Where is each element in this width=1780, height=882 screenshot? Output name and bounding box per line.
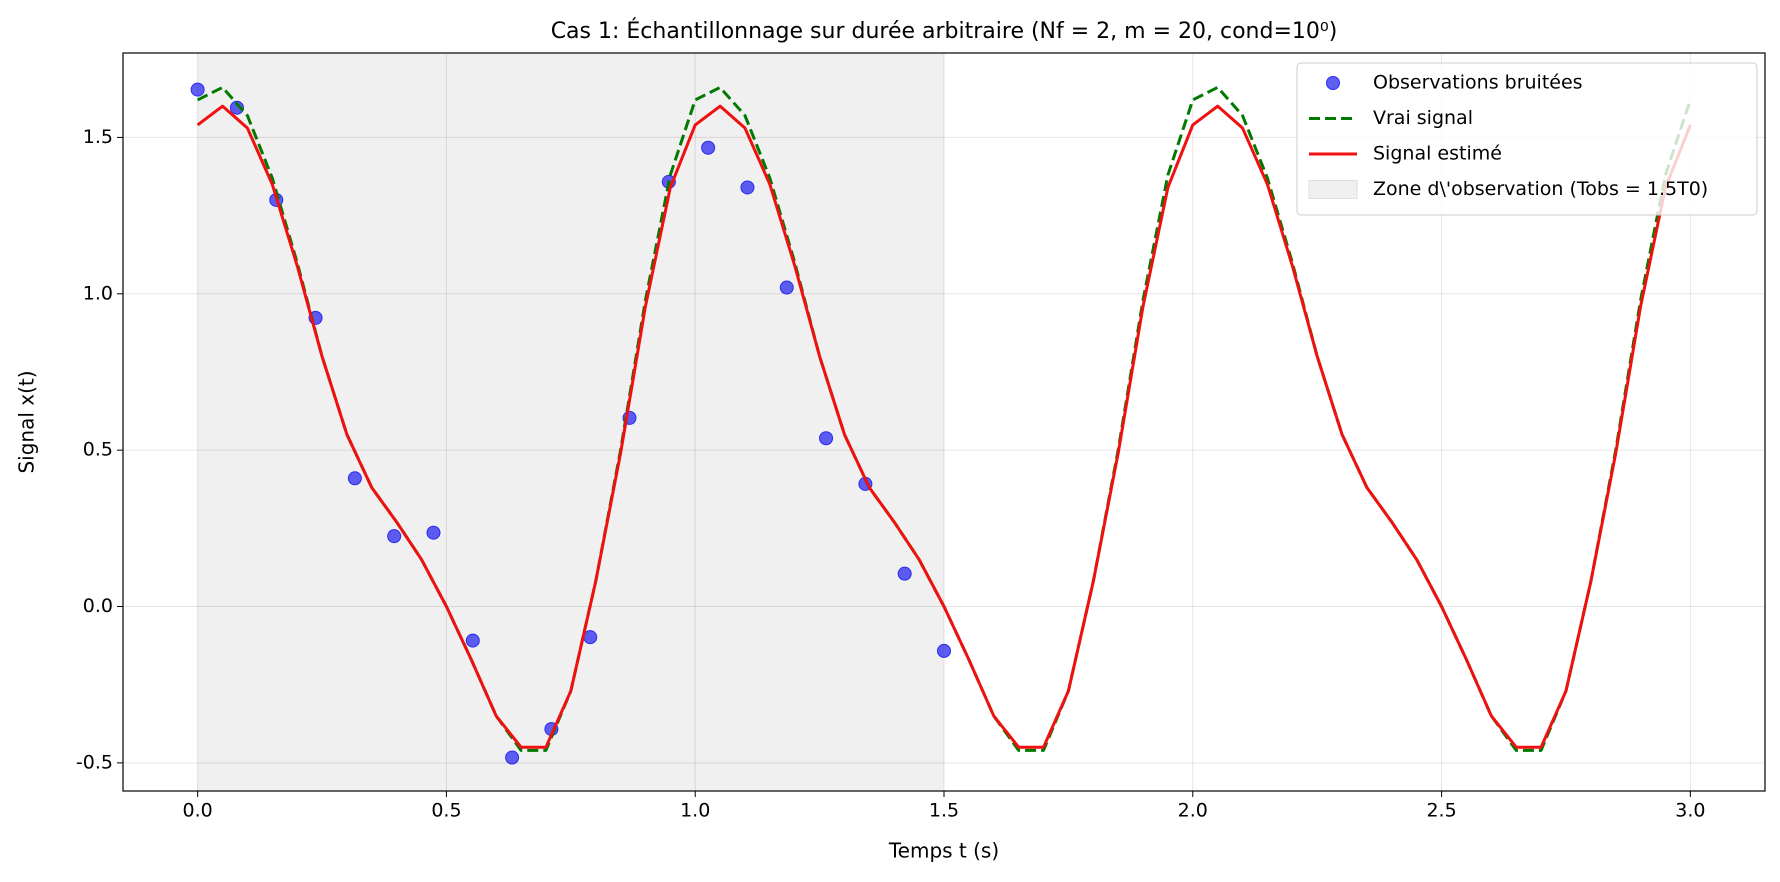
x-tick-label: 1.0: [680, 800, 710, 822]
observation-point: [819, 431, 834, 446]
x-tick-label: 0.5: [431, 800, 461, 822]
observation-point: [740, 180, 755, 195]
observation-zone: [197, 53, 945, 791]
observation-point: [190, 82, 205, 97]
observation-point: [779, 280, 794, 295]
observation-point: [387, 529, 402, 544]
x-tick-label: 0.0: [183, 800, 213, 822]
x-axis-label: Temps t (s): [888, 839, 999, 863]
y-tick-label: -0.5: [76, 751, 113, 773]
legend-label: Observations bruitées: [1373, 72, 1583, 94]
legend-swatch: [1308, 180, 1358, 199]
observation-point: [897, 566, 912, 581]
legend-box: [1296, 62, 1758, 216]
x-tick-label: 3.0: [1675, 800, 1705, 822]
observation-point: [583, 630, 598, 645]
signal-line: [196, 104, 1692, 749]
y-tick-label: 1.0: [83, 282, 113, 304]
observation-point: [229, 100, 244, 115]
observation-point: [426, 525, 441, 540]
observation-point: [465, 633, 480, 648]
observation-point: [505, 750, 520, 765]
observation-point: [347, 471, 362, 486]
y-tick-label: 1.5: [83, 126, 113, 148]
x-tick-label: 2.5: [1426, 800, 1456, 822]
chart-title: Cas 1: Échantillonnage sur durée arbitra…: [551, 18, 1338, 44]
legend-label: Signal estimé: [1373, 143, 1502, 165]
y-axis-label: Signal x(t): [15, 370, 39, 473]
legend-label: Vrai signal: [1373, 107, 1473, 129]
observation-point: [937, 643, 951, 658]
x-tick-label: 1.5: [929, 800, 959, 822]
plot-frame: [122, 52, 1766, 792]
y-tick-label: 0.0: [83, 595, 113, 617]
x-tick-label: 2.0: [1178, 800, 1208, 822]
legend: Observations bruitées Vrai signal Signal e…: [1296, 62, 1758, 216]
legend-label: Zone d\'observation (Tobs = 1.5T0): [1373, 178, 1708, 200]
y-tick-label: 0.5: [83, 439, 113, 461]
legend-swatch: [1326, 76, 1340, 90]
observation-point: [701, 140, 716, 155]
